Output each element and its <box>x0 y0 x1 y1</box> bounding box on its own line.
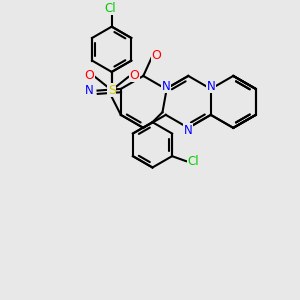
Text: H: H <box>85 73 93 83</box>
Text: N: N <box>161 80 170 93</box>
Text: S: S <box>108 84 116 97</box>
Text: N: N <box>85 84 94 97</box>
Text: O: O <box>152 50 162 62</box>
Text: Cl: Cl <box>188 155 199 168</box>
Text: N: N <box>206 80 215 93</box>
Text: O: O <box>84 69 94 82</box>
Text: Cl: Cl <box>104 2 116 15</box>
Text: N: N <box>184 124 193 137</box>
Text: O: O <box>129 69 139 82</box>
